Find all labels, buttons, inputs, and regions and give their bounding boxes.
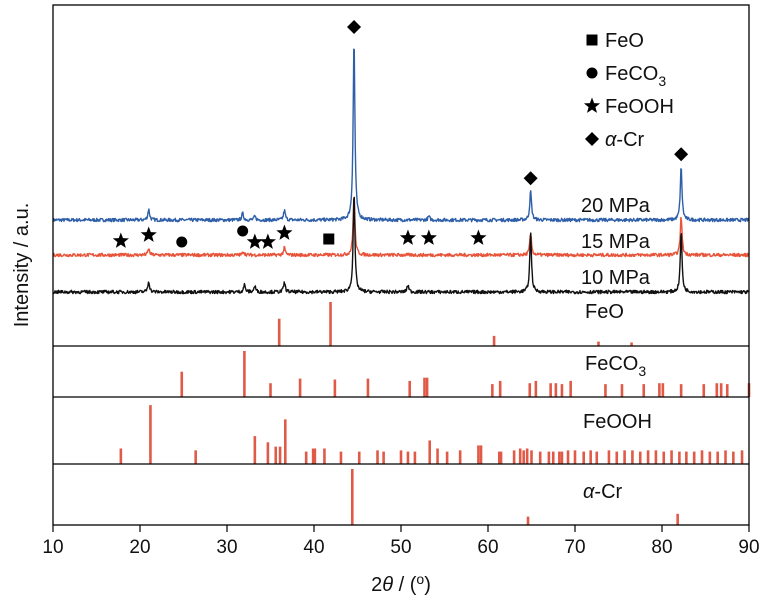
- x-tick-label: 80: [651, 537, 672, 558]
- ref-label-3: α-Cr: [583, 481, 623, 503]
- trace-10-mpa: [52, 196, 750, 295]
- trace-15-mpa: [52, 196, 750, 258]
- legend-label-3: α-Cr: [605, 129, 645, 151]
- legend-label-2: FeOOH: [605, 96, 674, 118]
- marker-star: [420, 229, 437, 245]
- x-tick-label: 70: [564, 537, 585, 558]
- ref-label-0: FeO: [585, 301, 624, 323]
- legend-symbol-circle: [586, 67, 598, 79]
- marker-star: [399, 229, 417, 245]
- legend-symbol-diamond: [585, 132, 599, 146]
- legend: FeO FeCO3 FeOOH α-Cr: [583, 30, 674, 151]
- marker-circle: [176, 236, 188, 248]
- x-tick-label: 20: [129, 537, 150, 558]
- marker-star: [259, 233, 276, 249]
- reference-patterns: [119, 302, 751, 525]
- trace-20-mpa: [52, 48, 750, 223]
- legend-symbol-star: [583, 97, 601, 113]
- marker-square: [323, 233, 335, 245]
- series-label-1: 15 MPa: [581, 231, 651, 253]
- marker-star: [470, 229, 487, 245]
- marker-diamond: [674, 147, 689, 162]
- marker-circle: [237, 225, 249, 237]
- legend-label-0: FeO: [605, 30, 644, 52]
- marker-star: [276, 224, 293, 240]
- ref-label-1: FeCO3: [585, 353, 646, 379]
- marker-diamond: [523, 171, 538, 186]
- axes: 10 20 30 40 50 60 70 80 90 2θ / (o) Intensity / a.…: [11, 203, 760, 596]
- marker-star: [246, 233, 263, 249]
- marker-star: [112, 232, 129, 248]
- x-tick-label: 50: [390, 537, 411, 558]
- legend-label-1: FeCO3: [605, 63, 666, 89]
- phase-markers: [112, 19, 689, 249]
- panel-frames: [52, 4, 750, 526]
- legend-symbol-square: [586, 34, 598, 46]
- x-tick-label: 60: [477, 537, 498, 558]
- x-tick-label: 10: [42, 537, 63, 558]
- xrd-traces: [52, 48, 750, 295]
- x-tick-label: 90: [738, 537, 759, 558]
- x-axis-label: 2θ / (o): [371, 571, 431, 596]
- ref-label-2: FeOOH: [583, 411, 652, 433]
- marker-star: [140, 226, 157, 242]
- series-label-2: 10 MPa: [581, 267, 651, 289]
- marker-diamond: [347, 19, 362, 34]
- x-tick-label: 30: [216, 537, 237, 558]
- series-label-0: 20 MPa: [581, 195, 651, 217]
- x-tick-label: 40: [303, 537, 324, 558]
- panel-labels: 20 MPa 15 MPa 10 MPa FeO FeCO3 FeOOH α-Cr: [581, 195, 652, 503]
- y-axis-label: Intensity / a.u.: [11, 203, 33, 328]
